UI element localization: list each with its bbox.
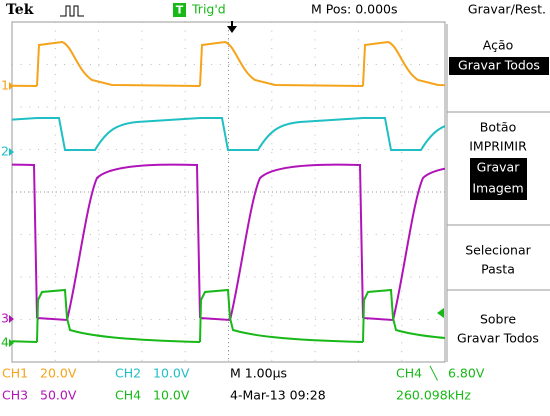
ch1-scale: 20.0V: [40, 366, 77, 381]
menu-item[interactable]: Selecionar Pasta: [465, 243, 531, 277]
menu-label: Sobre: [480, 312, 516, 327]
channel-arrow: [9, 82, 14, 90]
channel-arrow: [9, 148, 14, 156]
trigger-level: 6.80V: [448, 366, 485, 381]
trigger-level-marker: [437, 308, 444, 318]
menu-title: Gravar/Rest.: [468, 2, 546, 17]
frequency: 260.098kHz: [396, 388, 471, 403]
channel-marker: 3: [1, 311, 9, 326]
position: M Pos: 0.000s: [311, 2, 398, 17]
menu-label: Gravar Todos: [457, 331, 539, 346]
trigger-slope: ╲: [429, 366, 439, 381]
trigger-status: Trig'd: [191, 2, 226, 17]
timebase: M 1.00µs: [230, 366, 287, 381]
date-time: 4-Mar-13 09:28: [230, 388, 326, 403]
menu-value: Gravar: [477, 160, 521, 175]
menu-label: IMPRIMIR: [469, 139, 527, 154]
trigger-icon-box: [173, 3, 186, 17]
side-menu: [446, 24, 550, 362]
ch2-scale: 10.0V: [153, 366, 190, 381]
trigger-position-marker: [227, 21, 237, 33]
ch3-scale: 50.0V: [40, 388, 77, 403]
channel-marker: 4: [1, 335, 9, 350]
trigger-icon: T: [176, 4, 184, 17]
ch4-label: CH4: [115, 388, 141, 403]
channel-arrow: [9, 315, 14, 323]
channel-marker: 2: [1, 144, 9, 159]
brand: Tek: [6, 2, 34, 18]
menu-label: Selecionar: [465, 243, 531, 258]
acquire-icon: [60, 5, 84, 17]
ch3-label: CH3: [2, 388, 28, 403]
ch2-label: CH2: [115, 366, 141, 381]
channel-arrow: [9, 339, 14, 347]
menu-item[interactable]: Sobre Gravar Todos: [457, 312, 539, 346]
menu-label: Botão: [480, 120, 516, 135]
menu-highlight: [470, 158, 527, 200]
ch4-scale: 10.0V: [153, 388, 190, 403]
ch1-label: CH1: [2, 366, 28, 381]
menu-item[interactable]: Ação Gravar Todos: [449, 38, 549, 76]
channel-marker: 1: [1, 78, 9, 93]
menu-label: Pasta: [481, 262, 515, 277]
menu-value: Imagem: [472, 181, 523, 196]
menu-value: Gravar Todos: [458, 58, 540, 73]
trigger-source: CH4: [396, 366, 422, 381]
menu-item[interactable]: Botão IMPRIMIR Gravar Imagem: [469, 120, 527, 201]
menu-highlight: [449, 57, 549, 75]
menu-label: Ação: [483, 38, 514, 53]
